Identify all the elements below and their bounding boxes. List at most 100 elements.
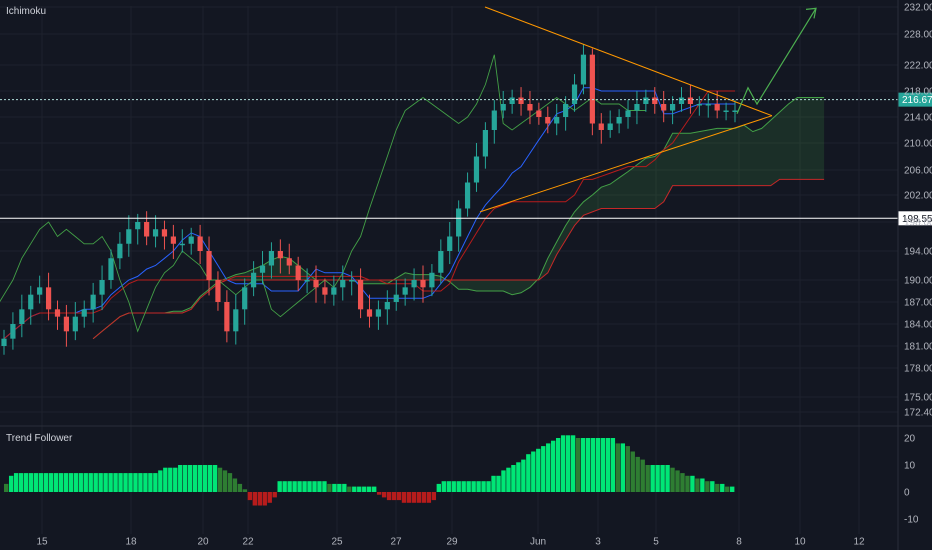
- x-tick-label: 25: [331, 537, 343, 548]
- candle-body: [509, 97, 515, 104]
- histogram-bar: [446, 481, 451, 492]
- histogram-bar: [605, 438, 611, 492]
- cloud-fill: [93, 97, 825, 339]
- histogram-bar: [461, 481, 466, 492]
- y-tick-label: 210.00: [904, 139, 932, 150]
- candle-body: [669, 104, 676, 111]
- histogram-bar: [287, 481, 292, 492]
- histogram-bar: [63, 473, 69, 492]
- histogram-bar: [491, 475, 496, 492]
- candle-body: [117, 243, 123, 259]
- candle-body: [224, 302, 230, 332]
- histogram-bar: [222, 470, 228, 492]
- histogram-bar: [690, 475, 695, 492]
- histogram-bar: [560, 435, 566, 492]
- candle-body: [518, 97, 524, 104]
- candle-body: [696, 104, 702, 106]
- candle-body: [233, 309, 239, 332]
- histogram-bar: [481, 481, 486, 492]
- candle-body: [705, 104, 711, 106]
- histogram-bar: [227, 473, 233, 492]
- candle-body: [37, 287, 43, 295]
- candle-body: [563, 104, 569, 117]
- histogram-bar: [83, 473, 88, 492]
- price-label: 198.55: [902, 214, 932, 225]
- histogram-bar: [267, 492, 272, 503]
- histogram-bar: [342, 483, 347, 492]
- histogram-bar: [197, 465, 203, 492]
- histogram-bar: [217, 467, 223, 492]
- main-pane-title: Ichimoku: [6, 6, 46, 17]
- histogram-bar: [396, 492, 402, 501]
- histogram-bar: [332, 483, 337, 492]
- y-tick-label: 222.00: [904, 61, 932, 72]
- candle-body: [438, 251, 444, 273]
- candle-body: [500, 104, 506, 111]
- x-tick-label: 8: [736, 537, 742, 548]
- candle-body: [607, 123, 613, 130]
- candle-body: [393, 294, 399, 302]
- x-tick-label: 27: [390, 537, 402, 548]
- histogram-bar: [575, 438, 581, 492]
- candle-body: [331, 287, 337, 295]
- candle-body: [491, 110, 497, 130]
- histogram-bar: [615, 443, 621, 492]
- histogram-bar: [565, 435, 571, 492]
- y-tick-label: 214.00: [904, 113, 932, 124]
- candle-body: [161, 229, 168, 237]
- histogram-bar: [272, 492, 277, 498]
- histogram-bar: [312, 481, 317, 492]
- histogram-bar: [670, 467, 675, 492]
- histogram-bar: [163, 467, 168, 492]
- grid-lines: [0, 6, 898, 534]
- histogram-bar: [496, 475, 501, 492]
- histogram-bar: [242, 489, 248, 492]
- histogram-bar: [376, 492, 382, 495]
- histogram-bar: [168, 467, 173, 492]
- histogram-bar: [695, 478, 700, 492]
- histogram-bar: [730, 486, 735, 492]
- candle-body: [661, 104, 667, 111]
- histogram-bar: [625, 446, 630, 492]
- triangle-upper-line: [484, 6, 773, 117]
- histogram-bar: [8, 475, 14, 492]
- candle-body: [1, 338, 7, 346]
- triangle-lower-line: [479, 115, 773, 213]
- leading-span-a: [92, 97, 825, 340]
- histogram-bar: [401, 492, 407, 503]
- x-tick-label: 3: [595, 537, 601, 548]
- candle-body: [28, 294, 34, 310]
- candle-body: [580, 54, 587, 85]
- histogram-bar: [292, 481, 297, 492]
- histogram-bar: [456, 481, 461, 492]
- x-tick-label: 15: [36, 537, 48, 548]
- histogram-bar: [655, 465, 660, 492]
- candle-body: [545, 117, 551, 124]
- candle-body: [206, 251, 212, 280]
- histogram-bar: [73, 473, 78, 492]
- candle-body: [375, 309, 382, 317]
- histogram-bar: [391, 492, 397, 501]
- candle-body: [652, 97, 658, 104]
- histogram-bar: [4, 483, 9, 492]
- histogram-bar: [546, 443, 551, 492]
- leading-span-b: [92, 178, 825, 340]
- histogram-bar: [471, 481, 476, 492]
- histogram-bar: [232, 478, 238, 492]
- y-tick-label: 190.00: [904, 276, 932, 287]
- arrow-head: [805, 7, 817, 19]
- histogram-bar: [322, 481, 327, 492]
- histogram-bar: [630, 451, 635, 492]
- x-tick-label: 29: [446, 537, 458, 548]
- candle-body: [625, 110, 631, 117]
- candle-body: [277, 251, 283, 259]
- histogram-bar: [327, 483, 332, 492]
- histogram-bar: [551, 440, 556, 492]
- histogram-bar: [207, 465, 213, 492]
- y-tick-label: 172.40: [904, 408, 932, 419]
- histogram-bar: [421, 492, 427, 503]
- histogram-bar: [710, 481, 715, 492]
- histogram-bar: [202, 465, 208, 492]
- histogram-bar: [521, 459, 526, 492]
- histogram-bar: [128, 473, 133, 492]
